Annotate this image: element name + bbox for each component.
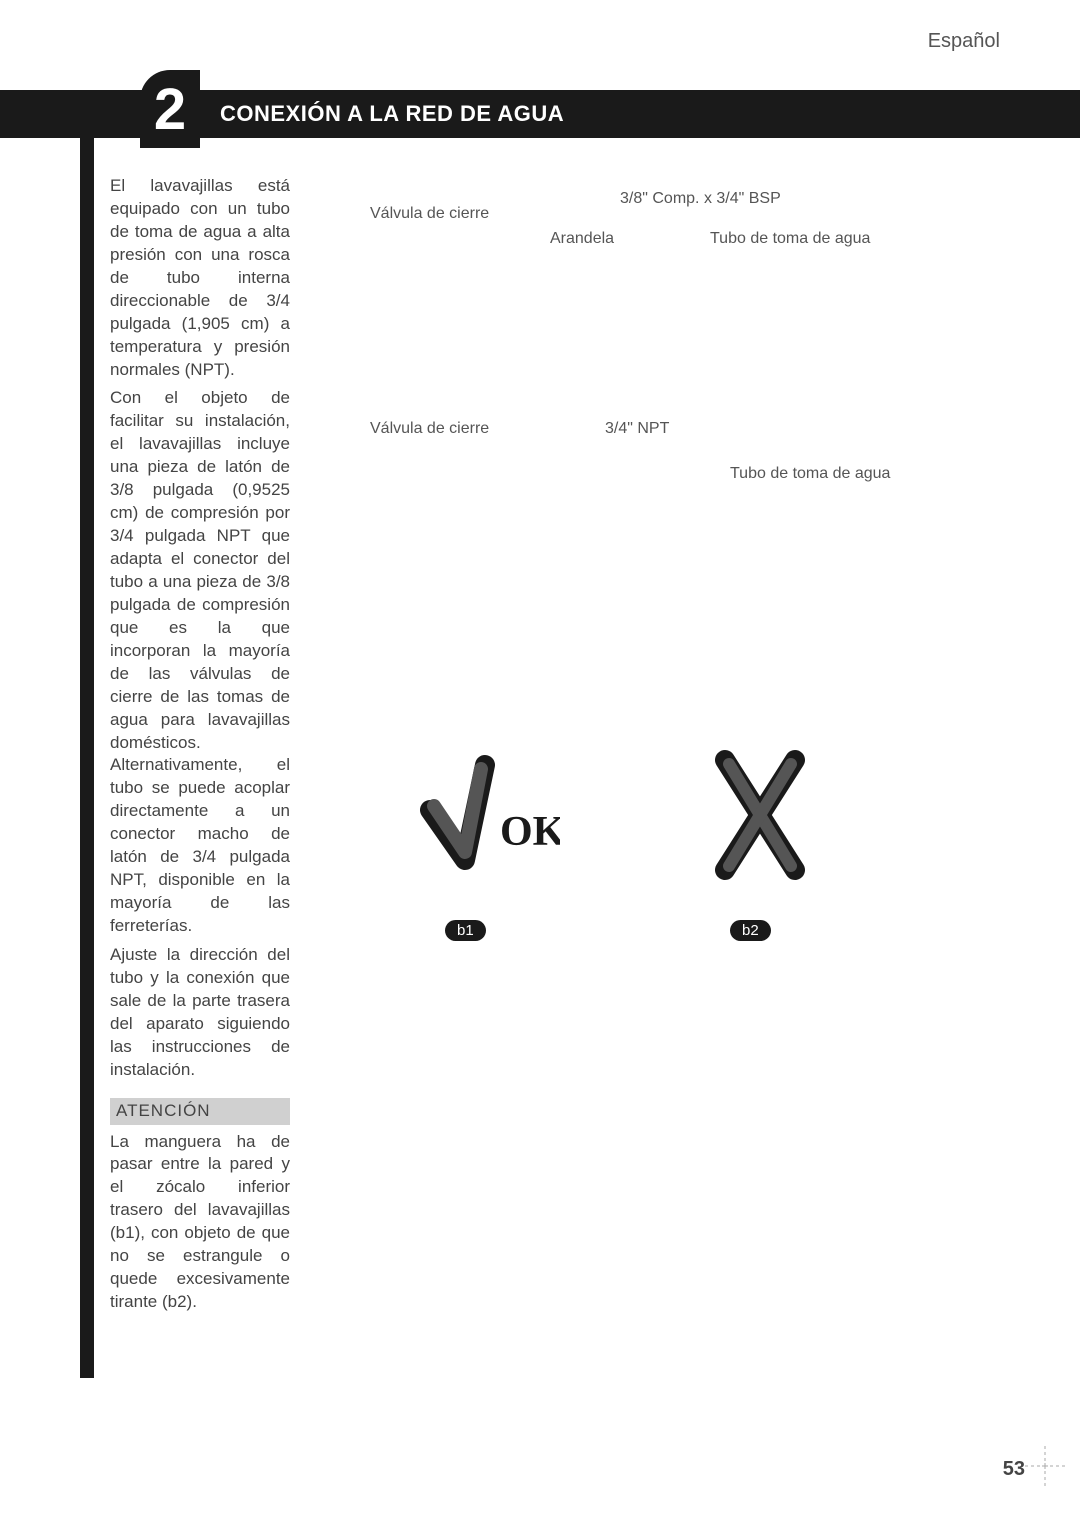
page-number: 53	[1003, 1458, 1025, 1481]
badge-b1: b1	[445, 920, 486, 941]
ok-x-diagram-row: OK b1 b2	[330, 740, 950, 960]
x-cross-icon	[700, 740, 820, 895]
section-title: CONEXIÓN A LA RED DE AGUA	[220, 101, 564, 127]
attention-label: ATENCIÓN	[110, 1098, 290, 1125]
paragraph-2: Con el objeto de facilitar su instalació…	[110, 387, 290, 938]
paragraph-1: El lavavajillas está equipado con un tub…	[110, 175, 290, 381]
label-washer: Arandela	[550, 230, 614, 248]
section-number: 2	[154, 76, 186, 143]
label-hose-2: Tubo de toma de agua	[730, 465, 890, 483]
badge-b2: b2	[730, 920, 771, 941]
paragraph-3: Ajuste la dirección del tubo y la conexi…	[110, 944, 290, 1082]
language-header: Español	[928, 30, 1000, 53]
ok-text: OK	[500, 809, 560, 855]
label-hose-1: Tubo de toma de agua	[710, 230, 870, 248]
attention-body: La manguera ha de pasar entre la pared y…	[110, 1131, 290, 1315]
label-comp-spec: 3/8" Comp. x 3/4" BSP	[620, 190, 781, 208]
crop-mark-icon	[1025, 1446, 1065, 1491]
ok-check-icon: OK	[410, 740, 560, 895]
left-vertical-bar	[80, 138, 94, 1378]
section-number-box: 2	[140, 70, 200, 148]
label-valve-2: Válvula de cierre	[370, 420, 489, 438]
body-text-column: El lavavajillas está equipado con un tub…	[110, 175, 290, 1320]
label-npt-spec: 3/4" NPT	[605, 420, 669, 438]
label-valve-1: Válvula de cierre	[370, 205, 489, 223]
